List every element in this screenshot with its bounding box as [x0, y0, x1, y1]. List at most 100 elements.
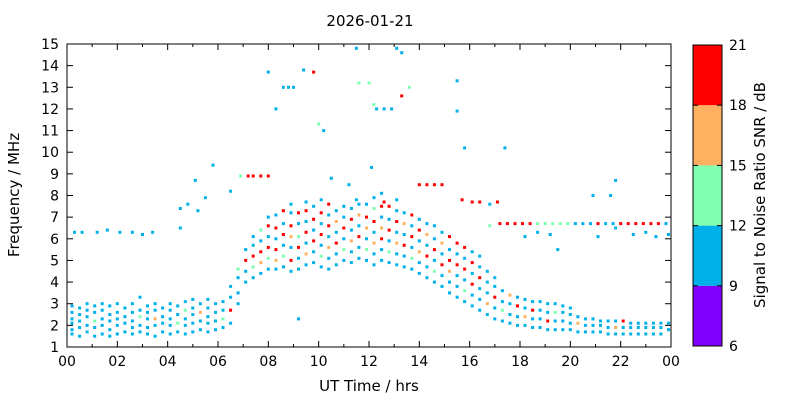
data-point [440, 263, 444, 267]
data-point [168, 332, 172, 336]
data-point [191, 297, 195, 301]
data-point [108, 304, 112, 308]
data-point [566, 222, 570, 226]
data-point [651, 326, 655, 329]
data-point [327, 224, 331, 228]
data-point [281, 85, 285, 89]
data-point [214, 328, 217, 332]
y-tick-label: 1 [50, 340, 59, 356]
data-point [553, 328, 557, 332]
data-point [609, 194, 613, 197]
data-point [191, 330, 195, 334]
data-point [191, 313, 195, 316]
data-point [500, 300, 504, 304]
data-point [546, 328, 550, 332]
data-point [93, 304, 97, 308]
data-point [108, 319, 112, 323]
data-point [528, 222, 532, 226]
data-point [304, 252, 308, 256]
data-point [463, 300, 467, 304]
data-point [266, 174, 270, 178]
data-point [596, 235, 600, 239]
data-point [425, 265, 429, 269]
data-point [372, 220, 376, 223]
data-point [380, 248, 384, 252]
data-point [432, 183, 436, 187]
colorbar-tick-label: 21 [729, 38, 747, 54]
x-tick-label: 00 [58, 354, 76, 370]
data-point [536, 222, 540, 226]
x-tick-label: 04 [159, 354, 177, 370]
y-tick-label: 11 [41, 124, 59, 140]
data-point [289, 235, 293, 239]
data-point [93, 319, 97, 323]
data-point [214, 319, 217, 323]
data-point [115, 332, 119, 336]
data-point [183, 300, 187, 304]
data-point [297, 245, 300, 249]
data-point [425, 276, 429, 280]
data-point [667, 328, 670, 332]
data-point [425, 183, 429, 187]
data-point [70, 321, 74, 325]
colorbar-tick-label: 12 [729, 219, 747, 235]
x-tick-label: 06 [209, 354, 227, 370]
data-point [191, 306, 195, 310]
data-point [297, 256, 300, 260]
data-point [440, 183, 444, 187]
colorbar-bin [693, 225, 722, 286]
data-point [380, 204, 384, 208]
data-point [432, 248, 436, 252]
data-point [334, 241, 338, 245]
data-point [631, 233, 635, 236]
y-tick-label: 2 [50, 318, 59, 334]
data-point [626, 222, 630, 226]
data-point [357, 235, 361, 239]
data-point [203, 196, 207, 200]
data-point [634, 222, 638, 226]
data-point [380, 226, 384, 230]
data-point [395, 241, 399, 245]
data-point [380, 237, 384, 241]
data-point [221, 300, 225, 304]
data-point [251, 235, 255, 239]
data-point [312, 261, 316, 265]
data-point [287, 85, 290, 89]
data-point [523, 315, 527, 319]
data-point [73, 230, 76, 234]
colorbar-tick-label: 18 [729, 98, 747, 114]
data-point [70, 332, 74, 336]
data-point [327, 267, 331, 271]
data-point [151, 230, 155, 234]
data-point [629, 332, 633, 336]
data-point [342, 204, 346, 208]
data-point [289, 258, 293, 262]
data-point [667, 233, 670, 236]
data-point [382, 200, 386, 204]
y-tick-label: 3 [50, 297, 59, 313]
data-point [365, 226, 368, 230]
data-point [130, 332, 134, 336]
data-point [470, 261, 474, 265]
data-point [644, 321, 648, 325]
data-point [568, 321, 572, 325]
data-point [354, 46, 358, 50]
data-point [649, 222, 653, 226]
data-point [531, 308, 535, 312]
data-point [521, 222, 524, 226]
data-point [153, 302, 157, 306]
data-point [274, 237, 278, 241]
data-point [455, 109, 459, 113]
data-point [505, 222, 509, 226]
data-point [78, 334, 82, 338]
data-point [123, 330, 127, 334]
data-point [448, 235, 451, 239]
data-point [636, 332, 640, 336]
x-tick-label: 18 [511, 354, 529, 370]
data-point [455, 284, 459, 288]
data-point [402, 243, 406, 247]
data-point [244, 258, 248, 262]
data-point [357, 224, 361, 228]
data-point [400, 51, 404, 55]
